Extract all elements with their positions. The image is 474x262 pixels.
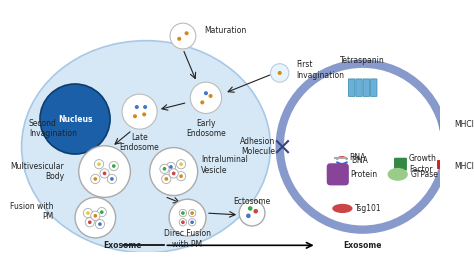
Circle shape <box>172 172 175 175</box>
FancyBboxPatch shape <box>394 158 407 171</box>
Circle shape <box>190 82 222 113</box>
FancyBboxPatch shape <box>371 79 377 96</box>
Text: RNA: RNA <box>349 153 365 162</box>
Text: Fusion with
PM: Fusion with PM <box>10 201 54 221</box>
Text: MHCI: MHCI <box>454 120 474 129</box>
Text: Early
Endosome: Early Endosome <box>186 119 226 138</box>
Text: Ectosome: Ectosome <box>233 196 271 206</box>
Text: MHCII: MHCII <box>454 162 474 171</box>
Circle shape <box>163 167 166 171</box>
Circle shape <box>122 94 157 129</box>
Circle shape <box>75 197 116 238</box>
Circle shape <box>94 160 104 169</box>
Circle shape <box>166 162 175 172</box>
Circle shape <box>107 174 117 184</box>
Ellipse shape <box>332 204 353 213</box>
Circle shape <box>100 210 104 214</box>
Text: Direc Fusion
with PM: Direc Fusion with PM <box>164 229 211 249</box>
Circle shape <box>184 31 189 35</box>
Circle shape <box>254 209 258 214</box>
Circle shape <box>86 211 90 215</box>
Circle shape <box>110 177 114 181</box>
Text: Intraluminal
Vesicle: Intraluminal Vesicle <box>201 155 248 175</box>
Circle shape <box>164 177 168 181</box>
Circle shape <box>83 209 92 218</box>
Circle shape <box>204 91 208 95</box>
Circle shape <box>112 164 116 168</box>
Circle shape <box>135 105 139 109</box>
Ellipse shape <box>388 168 408 181</box>
Circle shape <box>169 199 206 236</box>
Circle shape <box>160 164 169 173</box>
Circle shape <box>177 37 181 41</box>
Text: Multivesicular
Body: Multivesicular Body <box>10 162 64 181</box>
Circle shape <box>93 177 97 181</box>
Circle shape <box>189 209 196 217</box>
Circle shape <box>181 220 185 224</box>
Circle shape <box>133 114 137 118</box>
Circle shape <box>176 160 186 169</box>
Text: Nucleus: Nucleus <box>58 114 92 123</box>
Text: Protein: Protein <box>351 170 378 179</box>
Circle shape <box>271 64 289 82</box>
Text: Tetraspanin: Tetraspanin <box>340 56 385 66</box>
Circle shape <box>40 84 110 154</box>
Text: First
Invagination: First Invagination <box>296 61 344 80</box>
Circle shape <box>280 64 446 230</box>
Text: Tsg101: Tsg101 <box>356 204 382 213</box>
Circle shape <box>109 161 118 171</box>
Circle shape <box>248 206 253 211</box>
Circle shape <box>97 162 101 166</box>
Text: Maturation: Maturation <box>204 26 246 35</box>
Circle shape <box>181 211 185 215</box>
Circle shape <box>179 162 183 166</box>
Text: Second
Invagination: Second Invagination <box>29 118 77 138</box>
Circle shape <box>79 146 130 197</box>
Circle shape <box>179 219 187 226</box>
Text: Growth
Factor: Growth Factor <box>409 155 437 174</box>
Circle shape <box>150 148 198 195</box>
FancyBboxPatch shape <box>327 163 349 185</box>
Circle shape <box>100 169 109 178</box>
Circle shape <box>93 214 97 218</box>
FancyBboxPatch shape <box>348 79 355 96</box>
Text: GTPase: GTPase <box>410 170 438 179</box>
Circle shape <box>190 211 194 215</box>
Circle shape <box>169 165 173 169</box>
FancyBboxPatch shape <box>356 79 362 96</box>
Ellipse shape <box>22 41 271 253</box>
Circle shape <box>246 214 251 218</box>
Circle shape <box>169 169 178 178</box>
Circle shape <box>143 105 147 109</box>
Circle shape <box>103 172 106 175</box>
Circle shape <box>287 71 438 222</box>
Text: Adhesion
Molecule: Adhesion Molecule <box>240 137 275 156</box>
Circle shape <box>91 211 100 220</box>
Circle shape <box>179 174 183 178</box>
Circle shape <box>98 222 102 226</box>
Circle shape <box>179 209 187 217</box>
Text: DNA: DNA <box>352 156 368 165</box>
Circle shape <box>88 220 91 224</box>
Circle shape <box>97 208 106 217</box>
Circle shape <box>200 100 204 105</box>
Circle shape <box>91 174 100 184</box>
Circle shape <box>176 172 186 181</box>
Circle shape <box>209 94 213 98</box>
Circle shape <box>189 219 196 226</box>
Circle shape <box>162 174 171 184</box>
Circle shape <box>239 200 265 226</box>
Circle shape <box>190 220 194 224</box>
Circle shape <box>95 220 105 229</box>
Text: Late
Endosome: Late Endosome <box>120 133 159 152</box>
FancyBboxPatch shape <box>363 79 370 96</box>
Text: Exosome: Exosome <box>344 241 382 250</box>
Circle shape <box>170 23 196 49</box>
Circle shape <box>278 71 282 75</box>
Circle shape <box>142 112 146 116</box>
Text: Exosome: Exosome <box>104 241 142 250</box>
Circle shape <box>85 218 94 227</box>
